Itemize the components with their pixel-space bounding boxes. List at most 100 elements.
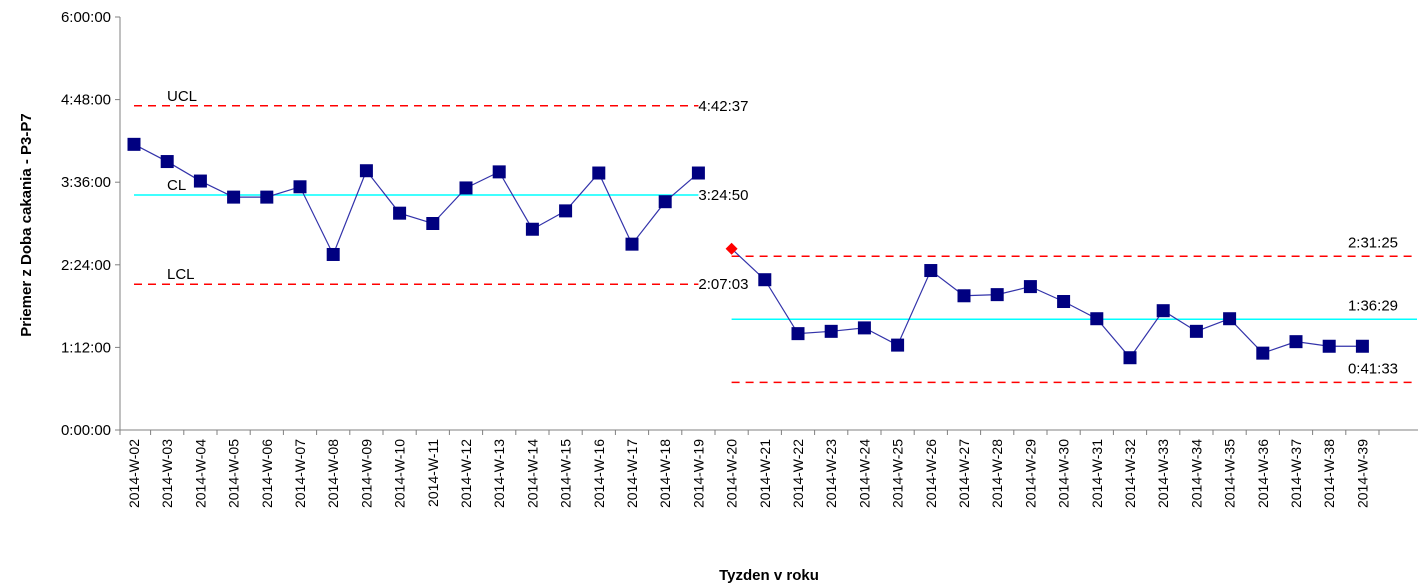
x-tick-label: 2014-W-14: [524, 439, 540, 508]
data-point: [1223, 312, 1237, 326]
y-tick-label: 4:48:00: [61, 92, 111, 109]
x-tick-label: 2014-W-20: [724, 439, 740, 508]
data-point: [227, 190, 241, 204]
x-tick-label: 2014-W-27: [956, 439, 972, 508]
y-tick-label: 2:24:00: [61, 257, 111, 274]
data-point: [1289, 335, 1303, 349]
x-tick-label: 2014-W-24: [856, 439, 872, 508]
data-point: [160, 155, 174, 169]
x-tick-label: 2014-W-37: [1288, 439, 1304, 508]
x-tick-label: 2014-W-10: [392, 439, 408, 508]
data-point: [293, 180, 307, 194]
y-tick-label: 0:00:00: [61, 422, 111, 439]
limit-value-ucl: 4:42:37: [698, 98, 748, 115]
x-tick-label: 2014-W-04: [192, 439, 208, 508]
x-tick-label: 2014-W-16: [591, 439, 607, 508]
y-tick-label: 3:36:00: [61, 174, 111, 191]
limit-value-lcl: 2:07:03: [698, 276, 748, 293]
data-point: [492, 165, 506, 179]
axis-labels: 0:00:00 1:12:00 2:24:00 3:36:00 4:48:00 6:00:…: [61, 9, 1398, 508]
data-point: [1090, 312, 1104, 326]
data-point: [1123, 351, 1137, 365]
data-point: [393, 206, 407, 220]
x-tick-label: 2014-W-22: [790, 439, 806, 508]
x-tick-label: 2014-W-25: [890, 439, 906, 508]
x-tick-label: 2014-W-13: [491, 439, 507, 508]
x-tick-label: 2014-W-12: [458, 439, 474, 508]
limit-value-ucl: 2:31:25: [1348, 234, 1398, 251]
x-tick-label: 2014-W-31: [1089, 439, 1105, 508]
data-point: [193, 174, 207, 188]
x-tick-label: 2014-W-36: [1255, 439, 1271, 508]
data-point-out-of-control: [725, 242, 738, 255]
x-tick-label: 2014-W-08: [325, 439, 341, 508]
data-point: [1057, 295, 1071, 309]
x-tick-label: 2014-W-18: [657, 439, 673, 508]
x-tick-label: 2014-W-29: [1022, 439, 1038, 508]
y-axis-title: Priemer z Doba cakania - P3-P7: [18, 113, 35, 336]
control-limits: [134, 105, 1417, 384]
x-tick-label: 2014-W-28: [989, 439, 1005, 508]
data-point: [658, 195, 672, 209]
x-tick-label: 2014-W-07: [292, 439, 308, 508]
data-point: [592, 166, 606, 180]
y-tick-label: 1:12:00: [61, 339, 111, 356]
data-point: [857, 321, 871, 335]
y-tick-label: 6:00:00: [61, 9, 111, 26]
data-point: [891, 338, 905, 352]
x-tick-label: 2014-W-26: [923, 439, 939, 508]
data-point: [625, 237, 639, 251]
limit-name-lcl: LCL: [167, 266, 195, 283]
x-tick-label: 2014-W-09: [358, 439, 374, 508]
x-tick-label: 2014-W-39: [1354, 439, 1370, 508]
data-series: [127, 137, 1369, 365]
data-point: [459, 181, 473, 195]
data-point: [1256, 346, 1270, 360]
limit-name-cl: CL: [167, 177, 186, 194]
x-tick-label: 2014-W-02: [126, 439, 142, 508]
data-point: [359, 164, 373, 178]
series-line: [731, 248, 1363, 359]
x-tick-label: 2014-W-32: [1122, 439, 1138, 508]
limit-name-ucl: UCL: [167, 88, 197, 105]
data-point: [127, 137, 141, 151]
x-tick-label: 2014-W-03: [159, 439, 175, 508]
x-tick-label: 2014-W-19: [690, 439, 706, 508]
x-tick-label: 2014-W-38: [1321, 439, 1337, 508]
x-tick-label: 2014-W-35: [1222, 439, 1238, 508]
x-axis-title: Tyzden v roku: [719, 567, 819, 584]
data-point: [990, 288, 1004, 302]
x-tick-label: 2014-W-11: [425, 439, 441, 507]
x-tick-label: 2014-W-17: [624, 439, 640, 508]
data-point: [1355, 339, 1369, 353]
data-point: [957, 289, 971, 303]
x-tick-label: 2014-W-15: [558, 439, 574, 508]
data-point: [326, 247, 340, 261]
data-point: [824, 324, 838, 338]
limit-value-lcl: 0:41:33: [1348, 360, 1398, 377]
data-point: [1322, 339, 1336, 353]
data-point: [924, 264, 938, 278]
data-point: [559, 204, 573, 218]
axes: [115, 16, 1418, 435]
data-point: [791, 327, 805, 341]
data-point: [426, 217, 440, 230]
x-tick-label: 2014-W-21: [757, 439, 773, 508]
x-tick-label: 2014-W-23: [823, 439, 839, 508]
x-tick-label: 2014-W-30: [1056, 439, 1072, 508]
data-point: [260, 190, 274, 204]
limit-value-cl: 1:36:29: [1348, 297, 1398, 314]
limit-value-cl: 3:24:50: [698, 187, 748, 204]
x-tick-label: 2014-W-33: [1155, 439, 1171, 508]
data-point: [1023, 280, 1037, 294]
data-point: [691, 166, 705, 180]
series-line: [133, 143, 699, 256]
x-tick-label: 2014-W-34: [1188, 439, 1204, 508]
x-tick-label: 2014-W-06: [259, 439, 275, 508]
data-point: [525, 222, 539, 236]
data-point: [1156, 304, 1170, 318]
data-point: [758, 273, 772, 287]
x-tick-label: 2014-W-05: [226, 439, 242, 508]
data-point: [1189, 324, 1203, 338]
